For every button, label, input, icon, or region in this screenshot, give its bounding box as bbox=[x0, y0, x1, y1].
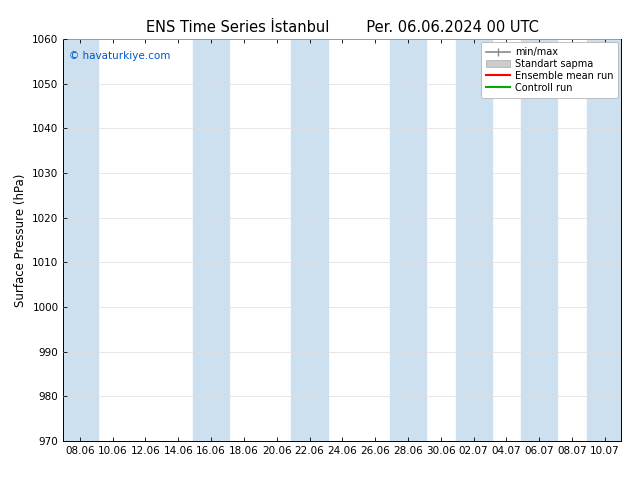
Text: © havaturkiye.com: © havaturkiye.com bbox=[69, 51, 171, 61]
Bar bbox=[456, 39, 492, 441]
Legend: min/max, Standart sapma, Ensemble mean run, Controll run: min/max, Standart sapma, Ensemble mean r… bbox=[481, 42, 618, 98]
Bar bbox=[193, 39, 229, 441]
Bar bbox=[587, 39, 623, 441]
Bar bbox=[292, 39, 328, 441]
Bar bbox=[61, 39, 98, 441]
Y-axis label: Surface Pressure (hPa): Surface Pressure (hPa) bbox=[14, 173, 27, 307]
Bar bbox=[390, 39, 426, 441]
Bar bbox=[521, 39, 557, 441]
Title: ENS Time Series İstanbul        Per. 06.06.2024 00 UTC: ENS Time Series İstanbul Per. 06.06.2024… bbox=[146, 20, 539, 35]
